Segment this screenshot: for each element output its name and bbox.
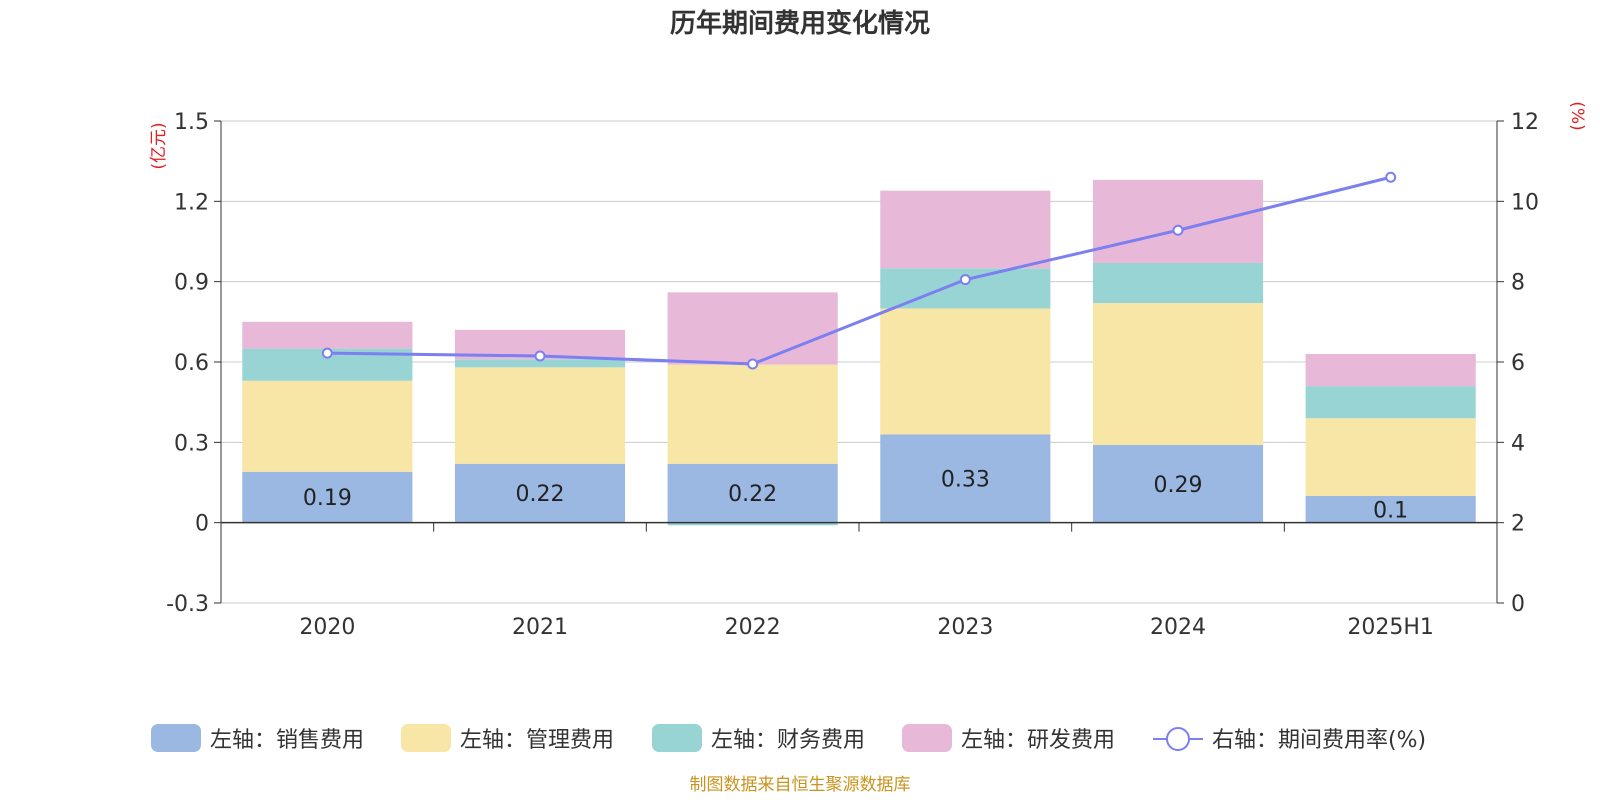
- bar-segment: [880, 434, 1051, 523]
- left-tick-label: 0: [195, 512, 209, 537]
- bar-segment: [667, 364, 838, 464]
- bar-segment: [1092, 179, 1264, 263]
- right-tick-label: 2: [1511, 512, 1525, 537]
- axes: -0.3 0 0.3 0.6 0.9 1.2 1.5 0 2 4 6 8 10 12 2020 2021 202…: [166, 110, 1539, 640]
- category-label: 2022: [725, 615, 781, 640]
- category-label: 2025H1: [1347, 615, 1434, 640]
- left-tick-label: 0.6: [174, 351, 209, 376]
- data-label: 0.19: [303, 486, 352, 511]
- rate-point: [1385, 171, 1397, 183]
- bar-segment: [242, 471, 413, 523]
- left-axis-unit: (亿元): [149, 122, 169, 169]
- left-tick-label: 0.9: [174, 271, 209, 296]
- bar-segment: [454, 463, 626, 523]
- bars: [242, 179, 1476, 526]
- legend-label: 左轴：研发费用: [961, 728, 1115, 753]
- data-label: 0.33: [941, 467, 990, 492]
- bar-segment: [667, 463, 838, 523]
- rate-line: [321, 171, 1397, 370]
- data-label: 0.22: [516, 482, 565, 507]
- legend-marker: [1166, 727, 1190, 751]
- rate-point: [534, 350, 546, 362]
- data-label: 0.1: [1373, 498, 1408, 523]
- bar-segment: [1092, 262, 1264, 304]
- legend-label: 左轴：销售费用: [210, 728, 364, 753]
- legend-label: 右轴：期间费用率(%): [1212, 728, 1426, 753]
- left-tick-label: 1.2: [174, 190, 209, 215]
- rate-point: [747, 358, 759, 370]
- bar-segment: [242, 380, 413, 472]
- bar-segment: [454, 359, 626, 368]
- legend-label: 左轴：财务费用: [711, 728, 865, 753]
- bar-segment: [880, 308, 1051, 435]
- category-label: 2023: [937, 615, 993, 640]
- category-label: 2024: [1150, 615, 1206, 640]
- right-tick-label: 0: [1511, 592, 1525, 617]
- left-tick-label: 1.5: [174, 110, 209, 135]
- bar-segment: [1092, 445, 1264, 523]
- legend-swatch: [401, 724, 451, 752]
- legend-swatch: [151, 724, 201, 752]
- data-label: 0.22: [728, 482, 777, 507]
- rate-point: [959, 274, 971, 286]
- gridlines: [221, 120, 1497, 604]
- right-tick-label: 4: [1511, 431, 1525, 456]
- category-label: 2020: [299, 615, 355, 640]
- legend-swatch: [652, 724, 702, 752]
- bar-segment: [1305, 386, 1476, 419]
- right-tick-label: 6: [1511, 351, 1525, 376]
- rate-point: [1172, 224, 1184, 236]
- rate-line-path: [327, 175, 1392, 366]
- bar-segment: [1092, 303, 1264, 446]
- legend: 左轴：销售费用 左轴：管理费用 左轴：财务费用 左轴：研发费用 右轴：期间费用率(%): [151, 724, 1426, 753]
- legend-label: 左轴：管理费用: [460, 728, 614, 753]
- right-tick-label: 8: [1511, 271, 1525, 296]
- left-tick-label: 0.3: [174, 431, 209, 456]
- bar-segment: [667, 522, 838, 526]
- bar-segment: [454, 367, 626, 464]
- bar-segment: [880, 190, 1051, 269]
- right-axis-unit: (%): [1567, 101, 1587, 130]
- bar-segment: [667, 292, 838, 365]
- source-note: 制图数据来自恒生聚源数据库: [690, 775, 911, 795]
- bar-segment: [1305, 353, 1476, 387]
- data-label: 0.29: [1154, 473, 1203, 498]
- category-label: 2021: [512, 615, 568, 640]
- bar-segment: [242, 321, 413, 349]
- legend-swatch: [902, 724, 952, 752]
- chart-title: 历年期间费用变化情况: [670, 8, 930, 39]
- left-tick-label: -0.3: [166, 592, 209, 617]
- right-tick-label: 10: [1511, 190, 1539, 215]
- bar-segment: [1305, 495, 1476, 523]
- bar-segment: [1305, 418, 1476, 496]
- data-labels: 0.19 0.22 0.22 0.33 0.29 0.1: [303, 467, 1408, 523]
- right-tick-label: 12: [1511, 110, 1539, 135]
- rate-point: [321, 347, 333, 359]
